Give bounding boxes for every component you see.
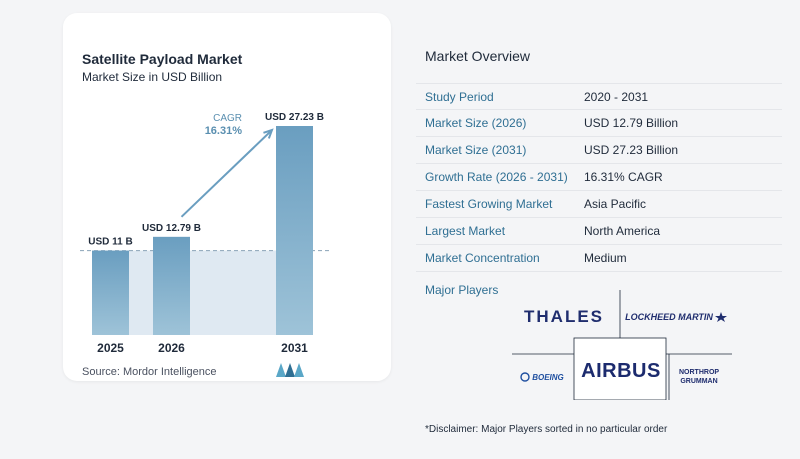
- overview-value: Medium: [584, 251, 627, 265]
- mordor-intelligence-logo-icon: [276, 363, 304, 377]
- boeing-symbol-icon: [520, 372, 530, 382]
- overview-value: Asia Pacific: [584, 197, 647, 211]
- chart-subtitle: Market Size in USD Billion: [82, 70, 223, 84]
- cagr-arrow-line: [180, 129, 273, 218]
- overview-key: Largest Market: [425, 224, 506, 238]
- bar-2031: [276, 126, 313, 335]
- overview-row: Market Size (2026) USD 12.79 Billion: [416, 110, 782, 137]
- overview-row: Market Concentration Medium: [416, 245, 782, 272]
- cagr-value: 16.31%: [205, 125, 243, 137]
- data-label: USD 11 B: [88, 237, 132, 248]
- overview-value: 2020 - 2031: [584, 89, 649, 104]
- chart-title: Satellite Payload Market: [82, 51, 243, 67]
- overview-row: Market Size (2031) USD 27.23 Billion: [416, 137, 782, 164]
- overview-key: Study Period: [425, 89, 494, 104]
- major-players-title: Major Players: [425, 283, 499, 297]
- airbus-logo: AIRBUS: [581, 359, 661, 382]
- source-text: Source: Mordor Intelligence: [82, 366, 217, 378]
- overview-row: Fastest Growing Market Asia Pacific: [416, 191, 782, 218]
- major-players-grid: [512, 290, 732, 400]
- overview-value: USD 12.79 Billion: [584, 116, 679, 130]
- overview-value: 16.31% CAGR: [584, 170, 663, 184]
- data-label: USD 27.23 B: [265, 112, 324, 123]
- bar-2025: [92, 250, 129, 335]
- bar-2026: [153, 236, 190, 335]
- overview-row: Study Period 2020 - 2031: [416, 83, 782, 110]
- data-label: USD 12.79 B: [142, 223, 201, 234]
- boeing-logo: BOEING: [512, 368, 572, 386]
- lockheed-martin-logo: LOCKHEED MARTIN: [620, 308, 732, 326]
- northrop-grumman-logo: NORTHROP GRUMMAN: [679, 369, 720, 385]
- overview-key: Market Size (2026): [425, 116, 527, 130]
- overview-key: Fastest Growing Market: [425, 197, 553, 211]
- overview-value: North America: [584, 224, 661, 238]
- x-tick-label: 2025: [97, 341, 124, 355]
- cagr-label: CAGR: [213, 113, 242, 124]
- overview-table: Study Period 2020 - 2031 Market Size (202…: [416, 83, 782, 272]
- thales-logo: THALES: [524, 307, 604, 326]
- star-icon: [714, 312, 727, 322]
- overview-key: Market Concentration: [425, 251, 540, 265]
- overview-key: Market Size (2031): [425, 143, 527, 157]
- disclaimer-text: *Disclaimer: Major Players sorted in no …: [425, 424, 668, 435]
- overview-row: Largest Market North America: [416, 218, 782, 245]
- overview-value: USD 27.23 Billion: [584, 143, 679, 157]
- x-tick-label: 2031: [281, 341, 308, 355]
- overview-row: Growth Rate (2026 - 2031) 16.31% CAGR: [416, 164, 782, 191]
- cagr-arrow-head: [263, 128, 274, 139]
- overview-title: Market Overview: [425, 48, 531, 64]
- x-tick-label: 2026: [158, 341, 185, 355]
- overview-key: Growth Rate (2026 - 2031): [425, 170, 568, 184]
